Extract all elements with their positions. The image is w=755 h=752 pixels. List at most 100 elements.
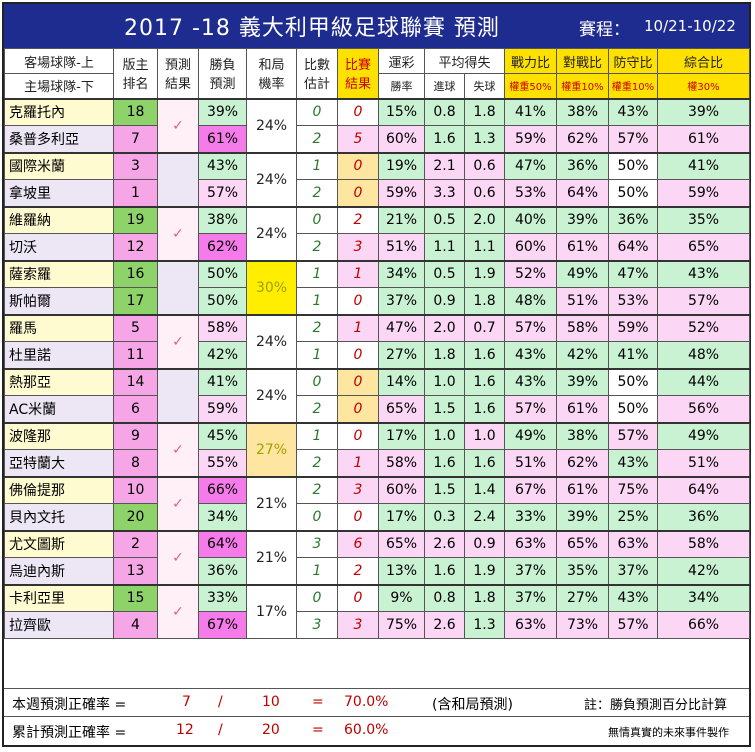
draw-prob-cell: 30% — [246, 259, 297, 315]
team-name: 拉齊歐 — [4, 611, 114, 639]
power-ratio: 37% — [504, 583, 558, 612]
overall-ratio: 57% — [657, 287, 751, 315]
defense-ratio: 63% — [608, 529, 659, 558]
team-name: 烏迪內斯 — [4, 557, 114, 585]
power-ratio: 41% — [504, 97, 558, 126]
draw-prob-cell: 24% — [246, 205, 297, 261]
lottery-rate: 47% — [378, 313, 425, 342]
score-estimate: 2 — [296, 233, 338, 261]
overall-ratio: 65% — [657, 233, 751, 261]
avg-goals-against: 1.9 — [463, 259, 506, 288]
col-result-a: 比賽 — [344, 58, 371, 74]
win-loss-cell: 64% — [198, 529, 247, 558]
match-rows: 克羅托內 18 ✓ 39% 24% 0 0 15% 0.8 1.8 41% 38% 43% 39% 桑普多利… — [4, 97, 751, 639]
prediction-check: ✓ — [157, 313, 199, 369]
col-power-weight: 權重50% — [504, 73, 558, 99]
schedule-label: 賽程： — [579, 20, 630, 40]
defense-ratio: 57% — [608, 125, 659, 153]
rank-cell: 18 — [113, 97, 158, 126]
h2h-ratio: 38% — [556, 421, 610, 450]
col-score-a: 比數 — [303, 58, 330, 74]
score-estimate: 0 — [296, 583, 338, 612]
avg-goals-against: 1.1 — [463, 233, 506, 261]
score-estimate: 3 — [296, 611, 338, 639]
cum-slash: / — [218, 722, 223, 738]
rank-cell: 17 — [113, 287, 158, 315]
power-ratio: 51% — [504, 449, 558, 477]
score-estimate: 1 — [296, 151, 338, 180]
col-overall-weight: 權30% — [657, 73, 751, 99]
avg-goals-for: 0.5 — [424, 205, 465, 234]
overall-ratio: 36% — [657, 503, 751, 531]
power-ratio: 59% — [504, 125, 558, 153]
lottery-rate: 15% — [378, 97, 425, 126]
title-bar: 2017 -18 義大利甲級足球聯賽 預測 賽程： 10/21-10/22 — [4, 4, 749, 48]
defense-ratio: 43% — [608, 449, 659, 477]
avg-goals-against: 0.6 — [463, 179, 506, 207]
match-result: 0 — [337, 421, 379, 450]
col-pred-b: 結果 — [164, 77, 191, 93]
col-avg-against: 失球 — [463, 73, 506, 99]
avg-goals-for: 1.6 — [424, 557, 465, 585]
avg-goals-for: 1.1 — [424, 233, 465, 261]
lottery-rate: 17% — [378, 503, 425, 531]
defense-ratio: 57% — [608, 421, 659, 450]
rank-cell: 7 — [113, 125, 158, 153]
table-row: 杜里諾 11 42% 1 0 27% 1.8 1.6 43% 42% 41% 48% — [4, 341, 751, 369]
table-row: 卡利亞里 15 ✓ 33% 17% 0 0 9% 0.8 1.8 37% 27% 43% 34% — [4, 583, 751, 639]
score-estimate: 3 — [296, 529, 338, 558]
rank-cell: 14 — [113, 367, 158, 396]
team-name: 亞特蘭大 — [4, 449, 114, 477]
power-ratio: 63% — [504, 611, 558, 639]
avg-goals-for: 0.8 — [424, 97, 465, 126]
week-correct: 7 — [182, 694, 191, 710]
power-ratio: 63% — [504, 529, 558, 558]
defense-ratio: 64% — [608, 233, 659, 261]
match-result: 1 — [337, 313, 379, 342]
week-rate: 70.0% — [344, 694, 389, 710]
power-ratio: 48% — [504, 287, 558, 315]
overall-ratio: 34% — [657, 583, 751, 612]
col-lottery-sub: 勝率 — [378, 73, 425, 99]
win-loss-cell: 66% — [198, 475, 247, 504]
overall-ratio: 39% — [657, 97, 751, 126]
power-ratio: 67% — [504, 475, 558, 504]
col-lottery: 運彩 — [378, 48, 425, 74]
score-estimate: 1 — [296, 287, 338, 315]
rank-cell: 6 — [113, 395, 158, 423]
week-total: 10 — [262, 694, 280, 710]
overall-ratio: 66% — [657, 611, 751, 639]
avg-goals-for: 1.0 — [424, 367, 465, 396]
h2h-ratio: 51% — [556, 287, 610, 315]
footnote: 註：勝負預測百分比計算 — [584, 698, 728, 713]
score-estimate: 2 — [296, 449, 338, 477]
avg-goals-for: 0.8 — [424, 583, 465, 612]
win-loss-cell: 39% — [198, 97, 247, 126]
lottery-rate: 27% — [378, 341, 425, 369]
avg-goals-for: 2.0 — [424, 313, 465, 342]
h2h-ratio: 36% — [556, 151, 610, 180]
win-loss-cell: 62% — [198, 233, 247, 261]
draw-prob-cell: 17% — [246, 583, 297, 639]
prediction-check: ✓ — [157, 421, 199, 477]
match-result: 1 — [337, 449, 379, 477]
overall-ratio: 64% — [657, 475, 751, 504]
team-name: 熱那亞 — [4, 367, 114, 396]
rank-cell: 4 — [113, 611, 158, 639]
table-row: 維羅納 19 ✓ 38% 24% 0 2 21% 0.5 2.0 40% 39% 36% 35% — [4, 205, 751, 261]
match-result: 0 — [337, 97, 379, 126]
col-pred: 預測 結果 — [157, 48, 199, 99]
prediction-check: ✓ — [157, 97, 199, 153]
header-row-1: 客場球隊-上 版主 排名 預測 結果 勝負 預測 和局 機率 比數 估計 比賽 結果 運彩 … — [4, 48, 751, 99]
draw-prob-cell: 21% — [246, 529, 297, 585]
h2h-ratio: 39% — [556, 205, 610, 234]
col-pred-a: 預測 — [164, 58, 191, 74]
lottery-rate: 65% — [378, 529, 425, 558]
lottery-rate: 37% — [378, 287, 425, 315]
col-rank-a: 版主 — [122, 58, 149, 74]
avg-goals-against: 0.9 — [463, 529, 506, 558]
h2h-ratio: 61% — [556, 233, 610, 261]
header-row-2: 主場球隊-下 勝率 進球 失球 權重50% 權重10% 權重10% 權30% — [4, 73, 751, 99]
lottery-rate: 17% — [378, 421, 425, 450]
overall-ratio: 48% — [657, 341, 751, 369]
